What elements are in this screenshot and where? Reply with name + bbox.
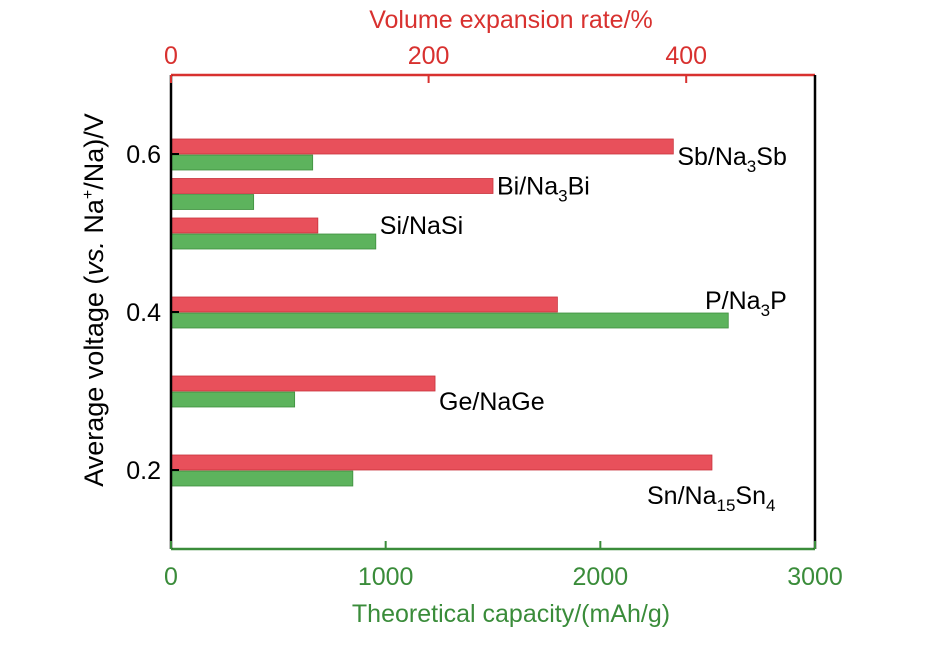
material-label: Si/NaSi xyxy=(380,212,463,240)
left-tick-label: 0.6 xyxy=(126,141,161,169)
bottom-tick-label: 3000 xyxy=(787,563,843,591)
capacity-bar xyxy=(170,154,314,171)
bottom-tick-label: 2000 xyxy=(573,563,629,591)
svg-text:Average voltage (vs. Na+/Na)/V: Average voltage (vs. Na+/Na)/V xyxy=(79,113,109,487)
left-tick-label: 0.4 xyxy=(126,299,161,327)
expansion-bar xyxy=(170,375,436,392)
bottom-tick-label: 0 xyxy=(164,563,178,591)
bottom-tick-label: 1000 xyxy=(358,563,414,591)
bar-labels-group: Sb/Na3Sb Bi/Na3Bi Si/NaSi P/Na3P Ge/NaGe Sn/N… xyxy=(380,143,787,515)
capacity-bar xyxy=(170,194,255,210)
material-label: Bi/Na3Bi xyxy=(497,173,590,206)
material-label: P/Na3P xyxy=(705,287,787,320)
capacity-bar xyxy=(170,470,354,487)
bottom-axis-title: Theoretical capacity/(mAh/g) xyxy=(352,600,670,628)
left-axis-title: Average voltage (vs. Na+/Na)/V xyxy=(79,113,109,487)
expansion-bar xyxy=(170,296,558,313)
left-tick-label: 0.2 xyxy=(126,457,161,485)
capacity-bar xyxy=(170,391,296,408)
material-label: Ge/NaGe xyxy=(439,388,545,416)
capacity-bar xyxy=(170,312,729,329)
material-label: Sb/Na3Sb xyxy=(677,143,787,176)
material-label: Sn/Na15Sn4 xyxy=(647,482,775,515)
expansion-bar xyxy=(170,138,674,155)
expansion-bar xyxy=(170,217,319,234)
expansion-bar xyxy=(170,178,494,194)
top-tick-label: 0 xyxy=(164,42,178,70)
ticks-group: 0 200 400 0 1000 2000 3000 0.2 0.4 0.6 xyxy=(126,42,843,591)
bars-group xyxy=(170,138,729,487)
top-tick-label: 200 xyxy=(408,42,450,70)
capacity-bar xyxy=(170,233,377,250)
top-tick-label: 400 xyxy=(665,42,707,70)
top-axis-title: Volume expansion rate/% xyxy=(369,6,653,34)
expansion-bar xyxy=(170,454,713,471)
